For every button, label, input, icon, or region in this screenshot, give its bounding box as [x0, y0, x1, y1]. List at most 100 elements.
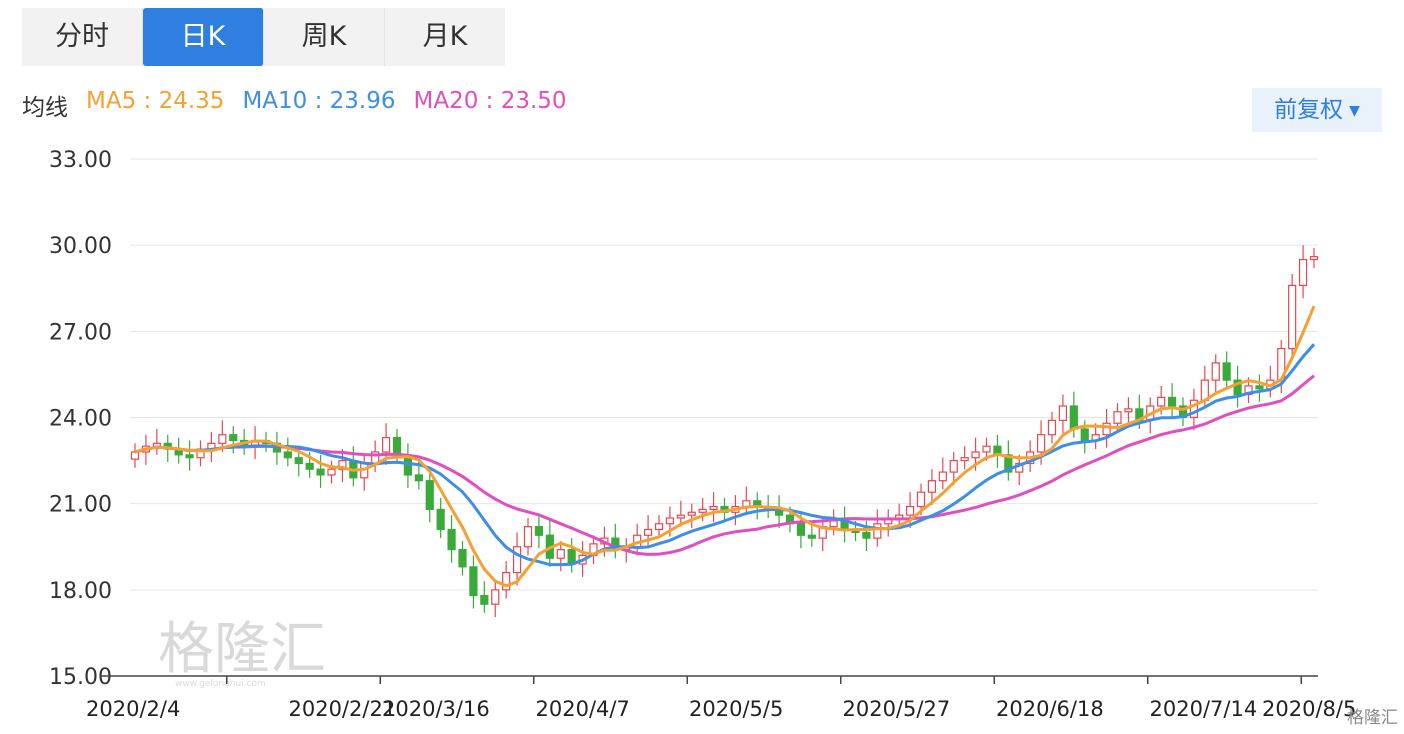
candle-body	[1157, 396, 1166, 407]
candle-body	[512, 546, 522, 574]
candle	[458, 541, 467, 576]
candle	[1233, 365, 1242, 408]
candle	[545, 520, 554, 567]
candle-body	[1222, 362, 1231, 381]
candle	[283, 437, 292, 467]
ma5-value: MA5 : 24.35	[86, 88, 225, 114]
candle-body	[873, 523, 882, 539]
candle	[425, 472, 434, 523]
candle-body	[1233, 379, 1242, 396]
candle	[294, 449, 303, 477]
candle	[1124, 397, 1133, 425]
candle	[512, 532, 522, 586]
ma10-value: MA10 : 23.96	[242, 88, 396, 114]
candle-body	[556, 549, 565, 559]
candle	[1211, 354, 1220, 394]
candle	[1004, 440, 1013, 481]
candle	[491, 581, 500, 618]
candle-body	[436, 508, 445, 531]
candle	[1178, 397, 1188, 427]
candle-body	[927, 480, 937, 493]
candle	[523, 518, 533, 556]
ma20-line	[134, 374, 1315, 556]
candle-body	[338, 459, 347, 470]
candle	[1266, 365, 1275, 398]
watermark: 格隆汇 www.gelonghui.com	[158, 617, 326, 689]
candle	[643, 515, 653, 549]
candle-body	[381, 437, 391, 453]
tab-intraday[interactable]: 分时	[22, 8, 143, 66]
candle-body	[1255, 385, 1264, 390]
candle	[534, 515, 544, 549]
candle-body	[447, 528, 456, 551]
y-tick-label: 27.00	[49, 320, 112, 345]
candle-body	[130, 451, 140, 460]
candle	[960, 446, 969, 470]
ma-lines	[134, 305, 1316, 588]
candle-body	[1124, 408, 1133, 413]
x-tick-label: 2020/5/5	[689, 697, 783, 721]
candle-body	[862, 531, 871, 539]
ma20-value: MA20 : 23.50	[413, 88, 567, 114]
y-tick-label: 33.00	[49, 148, 112, 173]
candle	[742, 486, 751, 516]
candle	[196, 440, 205, 467]
candle-body	[534, 526, 544, 536]
ma10-line	[134, 343, 1316, 567]
candle-body	[1167, 396, 1177, 407]
candle	[403, 443, 413, 488]
candle-body	[1309, 256, 1319, 261]
candle-body	[829, 520, 838, 528]
candle	[1298, 245, 1308, 299]
candle	[1015, 454, 1024, 485]
candle	[360, 454, 369, 491]
kline-period-tabs: 分时 日K 周K 月K	[22, 8, 505, 66]
candle-body	[1004, 454, 1013, 473]
candle-body	[1189, 399, 1199, 419]
candle	[207, 431, 216, 463]
candle	[709, 492, 718, 523]
candle	[567, 538, 576, 573]
candle	[633, 523, 642, 556]
candle-body	[1113, 411, 1122, 424]
candle-body	[316, 468, 325, 476]
candle-body	[796, 523, 806, 536]
candle	[1288, 273, 1297, 358]
candle	[1309, 248, 1319, 269]
ma-label: 均线	[22, 95, 68, 121]
candle-body	[294, 457, 303, 465]
candle-body	[709, 505, 718, 511]
candle	[884, 509, 893, 537]
candle-body	[687, 511, 696, 516]
candle-body	[1058, 405, 1068, 421]
x-tick-label: 2020/6/18	[996, 697, 1104, 721]
candle	[272, 431, 282, 465]
candle	[1222, 351, 1231, 389]
candle-body	[1069, 405, 1078, 430]
candle	[185, 440, 194, 471]
x-tick-label: 2020/5/27	[843, 697, 951, 721]
watermark-url: www.gelonghui.com	[175, 679, 266, 689]
candle	[840, 506, 849, 543]
y-tick-label: 21.00	[49, 493, 112, 518]
tab-daily-k[interactable]: 日K	[143, 8, 264, 66]
candle-body	[1036, 434, 1046, 453]
tab-monthly-k[interactable]: 月K	[422, 21, 468, 52]
tab-weekly-k[interactable]: 周K	[264, 8, 385, 66]
candle-body	[938, 471, 947, 482]
candle-body	[425, 480, 434, 511]
candle	[993, 434, 1002, 468]
candle-body	[1102, 422, 1111, 436]
candle-body	[949, 459, 958, 473]
candle	[327, 460, 336, 484]
candle-body	[676, 514, 685, 519]
price-adjust-dropdown[interactable]: 前复权 ▼	[1252, 88, 1382, 132]
candle-body	[491, 589, 500, 605]
ma5-line	[134, 305, 1316, 588]
candle-body	[480, 594, 489, 605]
candle	[611, 523, 620, 559]
candle-body	[665, 517, 675, 525]
candle	[949, 451, 958, 485]
candle	[436, 497, 445, 539]
